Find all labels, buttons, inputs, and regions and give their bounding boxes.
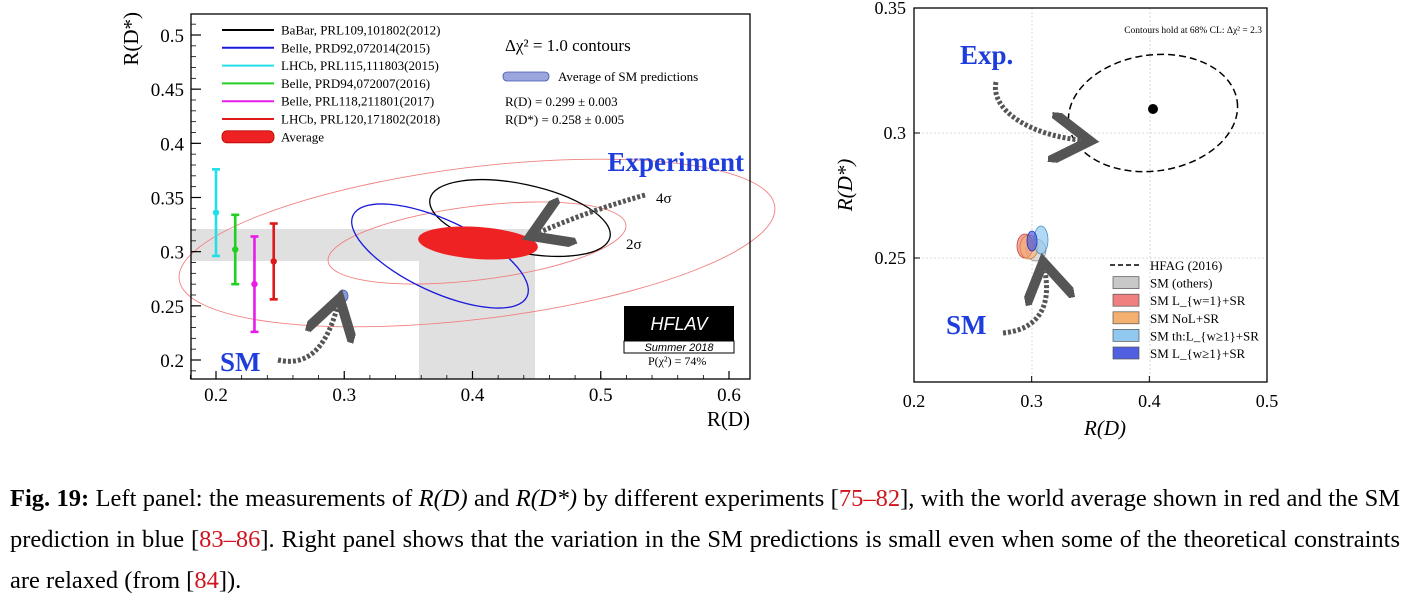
caption-label: Fig. 19:	[10, 485, 90, 512]
contours-title: Δχ² = 1.0 contours	[505, 36, 631, 55]
figure-caption: Fig. 19: Left panel: the measurements of…	[10, 478, 1400, 601]
legend-label: Belle, PRD92,072014(2015)	[281, 40, 430, 55]
legend-label: SM L_{w=1}+SR	[1150, 293, 1246, 308]
right-ytick-label: 0.25	[875, 248, 907, 268]
error-bar-point	[270, 258, 277, 265]
sigma4-contour	[178, 158, 776, 328]
legend-swatch	[1112, 276, 1140, 289]
caption-text-6: ]).	[218, 567, 242, 594]
left-ytick-label: 0.5	[160, 26, 184, 47]
left-ytick-label: 0.35	[151, 189, 184, 210]
left-xtick-label: 0.4	[461, 385, 485, 406]
sigma2-label: 2σ	[626, 237, 642, 253]
right-xtick-label: 0.4	[1138, 391, 1161, 411]
legend-label: SM L_{w≥1}+SR	[1150, 346, 1246, 361]
rdstar-value: R(D*) = 0.258 ± 0.005	[505, 112, 624, 127]
sm-label-right: SM	[946, 310, 987, 340]
legend-label: Average	[281, 129, 324, 144]
exp-point	[1148, 104, 1158, 114]
caption-ref-83-86[interactable]: 83–86	[199, 526, 261, 553]
right-ylabel: R(D*)	[833, 159, 857, 212]
left-ytick-label: 0.25	[151, 297, 184, 318]
left-legend: BaBar, PRL109,101802(2012) Belle, PRD92,0…	[221, 23, 440, 144]
error-bars	[212, 168, 278, 334]
average-ellipse	[418, 226, 538, 260]
figure: 0.2 0.3 0.4 0.5 0.6 0.2 0.25 0.3 0.35 0.4 0.45 0.5…	[119, 0, 1278, 440]
exp-arrow	[992, 81, 1080, 140]
sm-lwge1-contour	[1026, 230, 1038, 252]
left-y-ticks: 0.2 0.25 0.3 0.35 0.4 0.45 0.5	[151, 23, 201, 372]
legend-swatch	[1112, 329, 1140, 342]
legend-label: Belle, PRD94,072007(2016)	[281, 76, 430, 91]
sm-arrow-left	[277, 308, 337, 364]
experiment-arrow	[540, 192, 646, 232]
left-xtick-label: 0.6	[717, 385, 741, 406]
sm-avg-legend-box	[502, 71, 550, 82]
legend-label: LHCb, PRL115,111803(2015)	[281, 58, 439, 73]
legend-label: SM (others)	[1150, 276, 1212, 291]
caption-text-2: and	[467, 485, 516, 512]
left-ytick-label: 0.4	[160, 134, 184, 155]
left-ytick-label: 0.3	[160, 243, 184, 264]
sigma4-label: 4σ	[656, 191, 672, 207]
error-bar-point	[212, 209, 220, 216]
rd-value: R(D) = 0.299 ± 0.003	[505, 94, 618, 109]
caption-text-1: Left panel: the measurements of	[89, 485, 419, 512]
left-ytick-label: 0.2	[160, 351, 184, 372]
left-xtick-label: 0.2	[204, 385, 228, 406]
caption-ref-75-82[interactable]: 75–82	[838, 485, 901, 512]
right-xtick-label: 0.2	[903, 391, 926, 411]
belle-2015-contour	[351, 203, 529, 309]
legend-label: LHCb, PRL120,171802(2018)	[281, 112, 440, 127]
left-chart: 0.2 0.3 0.4 0.5 0.6 0.2 0.25 0.3 0.35 0.4 0.45 0.5…	[119, 12, 776, 431]
legend-label: Belle, PRL118,211801(2017)	[281, 94, 434, 109]
caption-text-3: by different experiments [	[577, 485, 839, 512]
right-ytick-label: 0.3	[884, 123, 907, 143]
right-xtick-label: 0.3	[1020, 391, 1043, 411]
experiment-label: Experiment	[608, 147, 744, 177]
left-x-ticks: 0.2 0.3 0.4 0.5 0.6	[189, 371, 741, 406]
caption-ref-84[interactable]: 84	[194, 567, 219, 594]
error-bar-point	[232, 246, 239, 253]
error-bar-point	[251, 280, 258, 288]
right-xtick-label: 0.5	[1256, 391, 1279, 411]
exp-label: Exp.	[960, 40, 1013, 70]
hflav-badge-text: HFLAV	[650, 314, 709, 334]
caption-math-rdstar: R(D*)	[515, 485, 577, 512]
caption-text-4: ], with the world average shown in red a…	[10, 485, 1401, 553]
sm-avg-legend-label: Average of SM predictions	[558, 69, 698, 84]
left-ylabel: R(D*)	[119, 12, 143, 66]
right-y-ticks: 0.25 0.3 0.35	[875, 0, 920, 268]
sm-arrow-right	[1002, 272, 1047, 336]
summer-badge-text: Summer 2018	[644, 342, 714, 354]
legend-swatch	[1112, 311, 1140, 325]
legend-swatch	[221, 130, 275, 144]
hflav-badge	[624, 306, 734, 341]
right-plot-frame	[913, 7, 1268, 383]
sm-label-left: SM	[220, 347, 261, 377]
legend-label: BaBar, PRL109,101802(2012)	[281, 23, 440, 38]
legend-label: SM NoL+SR	[1150, 311, 1219, 326]
summer-badge	[623, 340, 735, 354]
right-ytick-label: 0.35	[875, 0, 907, 18]
sm-average-marker	[337, 289, 349, 303]
legend-swatch	[1112, 346, 1140, 360]
left-xlabel: R(D)	[707, 407, 750, 431]
left-plot-frame	[190, 13, 751, 380]
right-chart: 0.2 0.3 0.4 0.5 0.25 0.3 0.35 R(D) R(D*) Cont…	[833, 0, 1278, 440]
cl-note: Contours hold at 68% CL: Δχ² = 2.3	[1124, 26, 1262, 36]
right-x-ticks: 0.2 0.3 0.4 0.5	[903, 376, 1279, 411]
pchi2-label: P(χ²) = 74%	[648, 354, 706, 368]
left-xtick-label: 0.5	[589, 385, 613, 406]
right-xlabel: R(D)	[1083, 416, 1126, 440]
legend-swatch	[1112, 293, 1140, 307]
left-ytick-label: 0.45	[151, 80, 184, 101]
caption-text-5: ]. Right panel shows that the variation …	[10, 526, 1400, 594]
legend-label: HFAG (2016)	[1150, 258, 1222, 273]
left-xtick-label: 0.3	[332, 385, 356, 406]
legend-label: SM th:L_{w≥1}+SR	[1150, 328, 1259, 343]
right-legend: HFAG (2016) SM (others) SM L_{w=1}+SR SM No…	[1110, 258, 1259, 361]
caption-math-rd: R(D)	[418, 485, 468, 512]
sigma2-contour	[327, 201, 627, 285]
